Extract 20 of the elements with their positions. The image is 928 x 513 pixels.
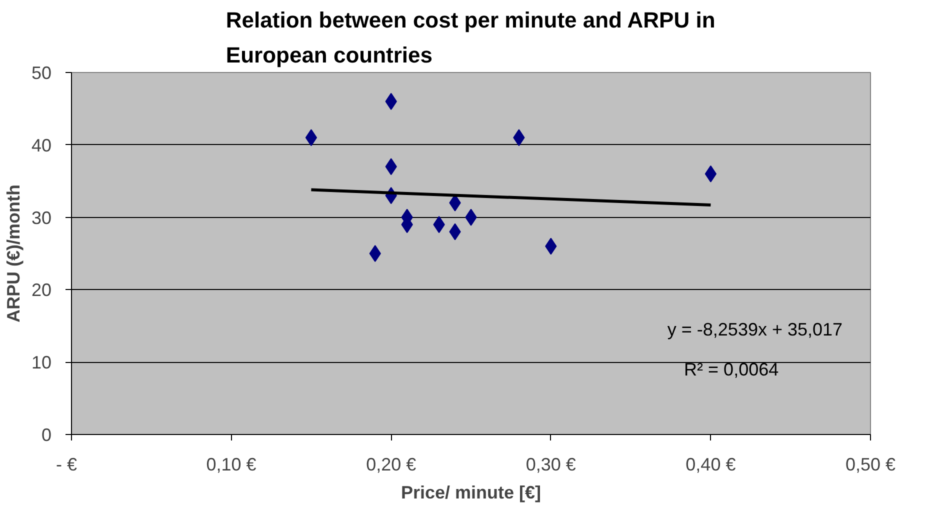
x-tick-label: 0,40 € <box>686 454 736 474</box>
point <box>305 129 318 146</box>
y-axis-title: ARPU (€)/month <box>3 184 24 322</box>
y-tick-label: 20 <box>31 280 52 300</box>
y-tick-label: 40 <box>31 135 52 156</box>
x-tick-label: 0,50 € <box>845 454 896 474</box>
x-tick-label: 0,30 € <box>526 454 576 474</box>
x-tick-label: 0,10 € <box>206 454 256 474</box>
annotation: R² = 0,0064 <box>684 359 779 380</box>
x-tick-label: - € <box>56 454 78 474</box>
y-tick-label: 10 <box>31 352 52 373</box>
chart-title: Relation between cost per minute and ARPU in European countries <box>226 8 716 68</box>
annotation: y = -8,2539x + 35,017 <box>667 320 843 340</box>
point <box>704 165 717 182</box>
y-tick-label: 30 <box>31 208 52 228</box>
x-axis-title: Price/ minute [€] <box>400 482 542 502</box>
x-tick-label: 0,20 € <box>366 454 416 474</box>
y-tick-label: 50 <box>31 63 52 83</box>
point <box>369 245 381 262</box>
y-tick-label: 0 <box>41 425 52 445</box>
